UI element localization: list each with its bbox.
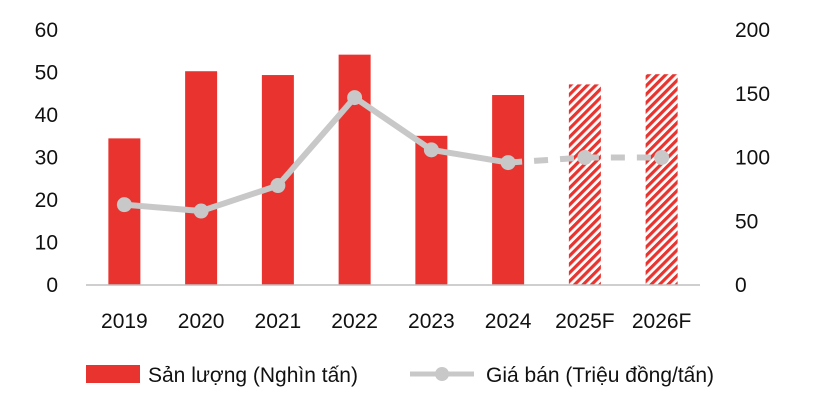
price-point: [116, 197, 132, 213]
price-point: [577, 150, 593, 165]
x-tick-label: 2026F: [632, 310, 692, 333]
price-point: [423, 142, 439, 158]
left-tick-label: 30: [35, 147, 58, 170]
price-point: [500, 155, 516, 171]
right-axis: 0 50 100 150 200: [735, 19, 770, 297]
right-tick-label: 0: [735, 274, 747, 297]
x-tick-label: 2025F: [555, 310, 615, 333]
right-tick-label: 50: [735, 210, 758, 233]
right-tick-label: 150: [735, 83, 770, 106]
bar-volume-forecast: [568, 84, 601, 286]
bar-volume: [185, 71, 218, 285]
left-tick-label: 10: [35, 232, 58, 255]
x-tick-label: 2020: [178, 310, 225, 333]
x-tick-label: 2023: [408, 310, 455, 333]
legend-swatch-volume: [86, 365, 140, 383]
x-tick-label: 2021: [255, 310, 302, 333]
left-tick-label: 20: [35, 189, 58, 212]
price-point: [347, 90, 363, 106]
price-line-series: [116, 90, 670, 219]
legend-label-price: Giá bán (Triệu đồng/tấn): [486, 364, 714, 387]
price-line: [121, 94, 512, 215]
price-point: [193, 203, 209, 219]
price-point: [654, 150, 670, 165]
x-tick-label: 2024: [485, 310, 532, 333]
legend: Sản lượng (Nghìn tấn) Giá bán (Triệu đồn…: [86, 364, 714, 387]
x-tick-label: 2019: [101, 310, 148, 333]
bar-volume: [415, 135, 448, 285]
bars: [108, 54, 678, 286]
price-line-forecast-segment: [507, 154, 586, 166]
left-axis: 0 10 20 30 40 50 60: [35, 19, 58, 297]
left-tick-label: 60: [35, 19, 58, 42]
x-axis: 2019 2020 2021 2022 2023 2024 2025F 2026F: [101, 310, 691, 333]
left-tick-label: 0: [46, 274, 58, 297]
x-tick-label: 2022: [331, 310, 378, 333]
legend-label-volume: Sản lượng (Nghìn tấn): [148, 364, 358, 387]
right-tick-label: 200: [735, 19, 770, 42]
right-tick-label: 100: [735, 147, 770, 170]
bar-volume-forecast: [645, 74, 678, 285]
bar-volume: [492, 95, 525, 286]
price-point: [270, 178, 286, 194]
bar-volume: [338, 54, 371, 286]
legend-swatch-price-marker: [435, 367, 449, 381]
left-tick-label: 50: [35, 62, 58, 85]
left-tick-label: 40: [35, 104, 58, 127]
